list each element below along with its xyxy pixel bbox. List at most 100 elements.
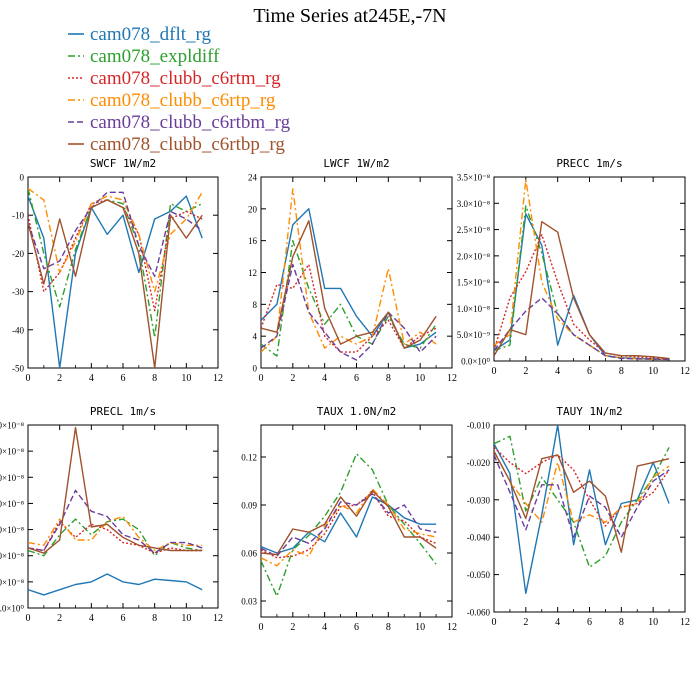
x-tick-label: 2 [57, 373, 62, 384]
y-tick-label: 1.0×10⁻⁸ [0, 577, 24, 587]
figure-title: Time Series at245E,-7N [253, 5, 446, 27]
x-tick-label: 2 [523, 366, 528, 377]
series-line-cam078_clubb_c6rtm_rg [28, 521, 203, 554]
series-line-cam078_clubb_c6rtp_rg [494, 450, 670, 523]
legend-entry: cam078_clubb_c6rtbp_rg [68, 134, 285, 155]
legend-entry: cam078_dflt_rg [68, 24, 212, 45]
plot-frame [27, 424, 219, 609]
panel-title: LWCF 1W/m2 [323, 157, 389, 170]
x-tick-label: 4 [322, 622, 327, 633]
series-line-cam078_clubb_c6rtm_rg [28, 199, 203, 312]
y-tick-label: -50 [12, 364, 24, 374]
y-tick-label: 2.0×10⁻⁸ [457, 251, 490, 261]
series-line-cam078_clubb_c6rtp_rg [261, 488, 437, 567]
y-tick-label: 0.0×10⁰ [461, 357, 490, 367]
series-line-cam078_dflt_rg [28, 573, 203, 596]
y-tick-label: -10 [12, 211, 24, 221]
legend-label: cam078_clubb_c6rtbp_rg [90, 134, 285, 155]
series-line-cam078_clubb_c6rtbm_rg [261, 263, 437, 361]
series-line-cam078_expldiff [261, 453, 437, 597]
legend-label: cam078_dflt_rg [90, 24, 212, 45]
y-tick-label: 5.0×10⁻⁹ [457, 330, 490, 340]
x-tick-label: 4 [555, 366, 560, 377]
chart-panel: SWCF 1W/m2 0 2 4 6 8 10 12 -50 -40 -30 -20 -10 0 [12, 157, 223, 384]
series-line-cam078_dflt_rg [494, 425, 670, 594]
panel-title: PRECL 1m/s [90, 405, 156, 418]
plot-frame [260, 424, 453, 618]
y-tick-label: 0.0×10⁰ [0, 604, 24, 614]
series-line-cam078_clubb_c6rtm_rg [261, 263, 437, 353]
x-tick-label: 6 [587, 617, 592, 628]
series-line-cam078_clubb_c6rtbm_rg [494, 297, 670, 361]
series-line-cam078_clubb_c6rtp_rg [261, 188, 437, 353]
x-tick-label: 8 [152, 373, 157, 384]
y-tick-label: 2.0×10⁻⁸ [0, 551, 24, 561]
series-line-cam078_clubb_c6rtp_rg [28, 187, 203, 293]
y-tick-label: 12 [248, 268, 257, 278]
x-tick-label: 0 [26, 373, 31, 384]
x-tick-label: 10 [181, 613, 191, 624]
x-tick-label: 2 [57, 613, 62, 624]
x-tick-label: 0 [259, 373, 264, 384]
series-line-cam078_clubb_c6rtbm_rg [28, 191, 203, 277]
series-line-cam078_expldiff [261, 239, 437, 357]
y-tick-label: 0.06 [241, 549, 257, 559]
series-line-cam078_expldiff [494, 435, 670, 568]
series-line-cam078_clubb_c6rtbp_rg [261, 489, 437, 556]
y-tick-label: 24 [248, 173, 258, 183]
y-tick-label: 0.09 [241, 501, 257, 511]
panel-title: PRECC 1m/s [556, 157, 622, 170]
x-tick-label: 2 [290, 373, 295, 384]
y-tick-label: -0.040 [467, 533, 491, 543]
x-tick-label: 8 [619, 366, 624, 377]
series-line-cam078_clubb_c6rtbp_rg [28, 426, 203, 554]
y-tick-label: -0.050 [467, 570, 491, 580]
series-line-cam078_clubb_c6rtm_rg [494, 234, 670, 360]
y-tick-label: 3.5×10⁻⁸ [457, 173, 490, 183]
x-tick-label: 2 [523, 617, 528, 628]
x-tick-label: 8 [619, 617, 624, 628]
series-line-cam078_dflt_rg [28, 195, 203, 368]
legend-label: cam078_expldiff [90, 46, 220, 67]
y-tick-label: 0.12 [241, 453, 257, 463]
y-tick-label: 1.0×10⁻⁸ [457, 304, 490, 314]
x-tick-label: 4 [89, 373, 94, 384]
x-tick-label: 2 [290, 622, 295, 633]
x-tick-label: 8 [386, 373, 391, 384]
x-tick-label: 4 [322, 373, 327, 384]
x-tick-label: 12 [680, 366, 690, 377]
legend-entry: cam078_clubb_c6rtp_rg [68, 90, 276, 111]
y-tick-label: 3.0×10⁻⁸ [0, 525, 24, 535]
series-line-cam078_expldiff [28, 188, 203, 339]
y-tick-label: 8 [253, 300, 258, 310]
chart-panel: TAUX 1.0N/m2 0 2 4 6 8 10 12 0.03 0.06 0.09 0.12 [241, 405, 457, 633]
x-tick-label: 6 [121, 613, 126, 624]
panel-title: TAUY 1N/m2 [556, 405, 622, 418]
x-tick-label: 10 [181, 373, 191, 384]
chart-panel: PRECC 1m/s 0 2 4 6 8 10 12 0.0×10⁰ 5.0×10⁻⁹ 1.0×10… [457, 157, 690, 377]
y-tick-label: 0.03 [241, 597, 257, 607]
legend-label: cam078_clubb_c6rtp_rg [90, 90, 276, 111]
y-tick-label: 4 [253, 332, 258, 342]
series-group [261, 453, 437, 597]
legend-label: cam078_clubb_c6rtm_rg [90, 68, 281, 89]
x-tick-label: 0 [492, 366, 497, 377]
plot-frame [493, 424, 686, 613]
x-tick-label: 0 [492, 617, 497, 628]
x-tick-label: 6 [354, 373, 359, 384]
series-line-cam078_clubb_c6rtbm_rg [494, 454, 670, 538]
y-tick-label: -0.060 [467, 608, 491, 618]
x-tick-label: 0 [259, 622, 264, 633]
series-line-cam078_clubb_c6rtbp_rg [494, 450, 670, 553]
x-tick-label: 8 [386, 622, 391, 633]
x-tick-label: 6 [354, 622, 359, 633]
y-tick-label: 0 [253, 364, 258, 374]
y-tick-label: 0 [20, 173, 25, 183]
series-group [28, 426, 203, 596]
x-tick-label: 10 [648, 366, 658, 377]
series-line-cam078_dflt_rg [494, 213, 670, 361]
panel-title: SWCF 1W/m2 [90, 157, 156, 170]
x-tick-label: 6 [121, 373, 126, 384]
